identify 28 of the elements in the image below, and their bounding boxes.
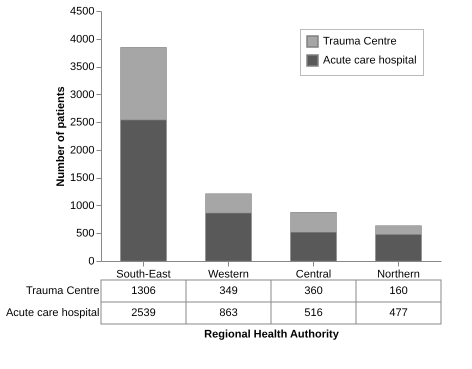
y-tick-label: 4500 <box>70 6 94 18</box>
x-tick-label: Western <box>208 268 249 280</box>
y-tick-label: 2500 <box>70 116 94 129</box>
y-tick-label: 1500 <box>70 172 94 184</box>
x-tick-label: Central <box>296 268 332 280</box>
data-label: 160 <box>389 285 408 297</box>
data-label: 360 <box>304 285 323 297</box>
y-tick-label: 3000 <box>70 88 94 101</box>
y-tick-label: 500 <box>76 228 94 240</box>
y-tick-label: 4000 <box>70 33 94 46</box>
text: Acute care hospital <box>6 307 100 319</box>
y-tick-label: 3500 <box>70 61 94 74</box>
data-label: 863 <box>219 307 238 319</box>
data-label: 477 <box>389 307 408 319</box>
x-axis-title: Regional Health Authority <box>204 328 340 340</box>
x-tick-label: South-East <box>116 268 171 280</box>
y-tick-label: 0 <box>88 256 94 268</box>
legend-label: Trauma Centre <box>323 36 397 48</box>
x-tick-label: Northern <box>377 268 420 280</box>
y-axis-title: Number of patients <box>55 86 68 187</box>
data-label: 1306 <box>131 285 156 297</box>
y-tick-label: 1000 <box>70 200 94 212</box>
text: Trauma Centre <box>26 285 100 297</box>
data-label: 516 <box>304 307 323 319</box>
data-label: 349 <box>219 285 238 297</box>
legend-label: Acute care hospital <box>323 54 417 66</box>
data-label: 2539 <box>131 307 156 319</box>
y-tick-label: 2000 <box>70 144 94 156</box>
